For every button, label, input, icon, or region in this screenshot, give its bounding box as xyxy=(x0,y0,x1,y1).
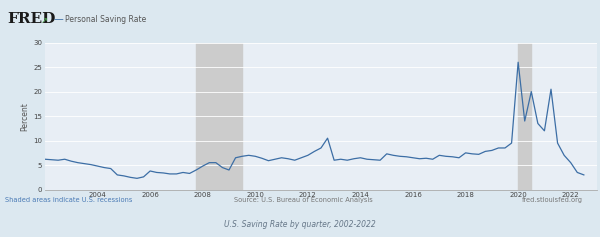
Text: FRED: FRED xyxy=(7,12,56,26)
Text: fred.stlouisfed.org: fred.stlouisfed.org xyxy=(522,197,583,203)
Text: —: — xyxy=(54,14,64,24)
Bar xyxy=(518,43,531,190)
Text: Source: U.S. Bureau of Economic Analysis: Source: U.S. Bureau of Economic Analysis xyxy=(234,197,373,203)
Y-axis label: Percent: Percent xyxy=(20,102,29,131)
Text: U.S. Saving Rate by quarter, 2002-2022: U.S. Saving Rate by quarter, 2002-2022 xyxy=(224,220,376,229)
Text: Personal Saving Rate: Personal Saving Rate xyxy=(65,15,146,24)
Text: ↗: ↗ xyxy=(41,16,48,25)
Text: Shaded areas indicate U.S. recessions: Shaded areas indicate U.S. recessions xyxy=(5,197,132,203)
Bar xyxy=(196,43,242,190)
